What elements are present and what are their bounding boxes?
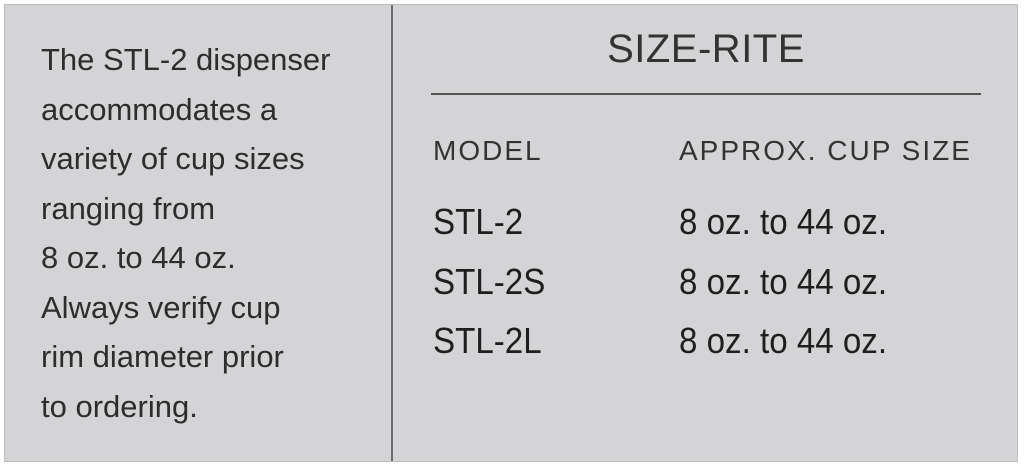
description-line: rim diameter prior [41, 339, 284, 374]
cell-cup-size: 8 oz. to 44 oz. [679, 320, 888, 361]
description-text: The STL-2 dispenser accommodates a varie… [41, 35, 381, 431]
description-line: to ordering. [41, 388, 198, 424]
spec-panel: The STL-2 dispenser accommodates a varie… [4, 4, 1018, 462]
title-rule [431, 93, 981, 95]
description-line: The STL-2 dispenser [41, 42, 331, 77]
table-title: SIZE-RITE [607, 27, 805, 71]
cell-cup-size: 8 oz. to 44 oz. [679, 201, 888, 242]
cell-model: STL-2S [433, 261, 546, 302]
description-line: variety of cup sizes [41, 141, 305, 176]
cell-model: STL-2 [433, 201, 524, 242]
cell-cup-size: 8 oz. to 44 oz. [679, 261, 888, 302]
header-model: MODEL [433, 135, 543, 166]
description-line: 8 oz. to 44 oz. [41, 240, 236, 275]
description-line: ranging from [41, 190, 216, 226]
description-line: accommodates a [41, 91, 278, 127]
cell-model: STL-2L [433, 320, 542, 361]
header-cup-size: APPROX. CUP SIZE [679, 135, 972, 166]
description-line: Always verify cup [41, 289, 281, 325]
vertical-divider [391, 5, 393, 461]
